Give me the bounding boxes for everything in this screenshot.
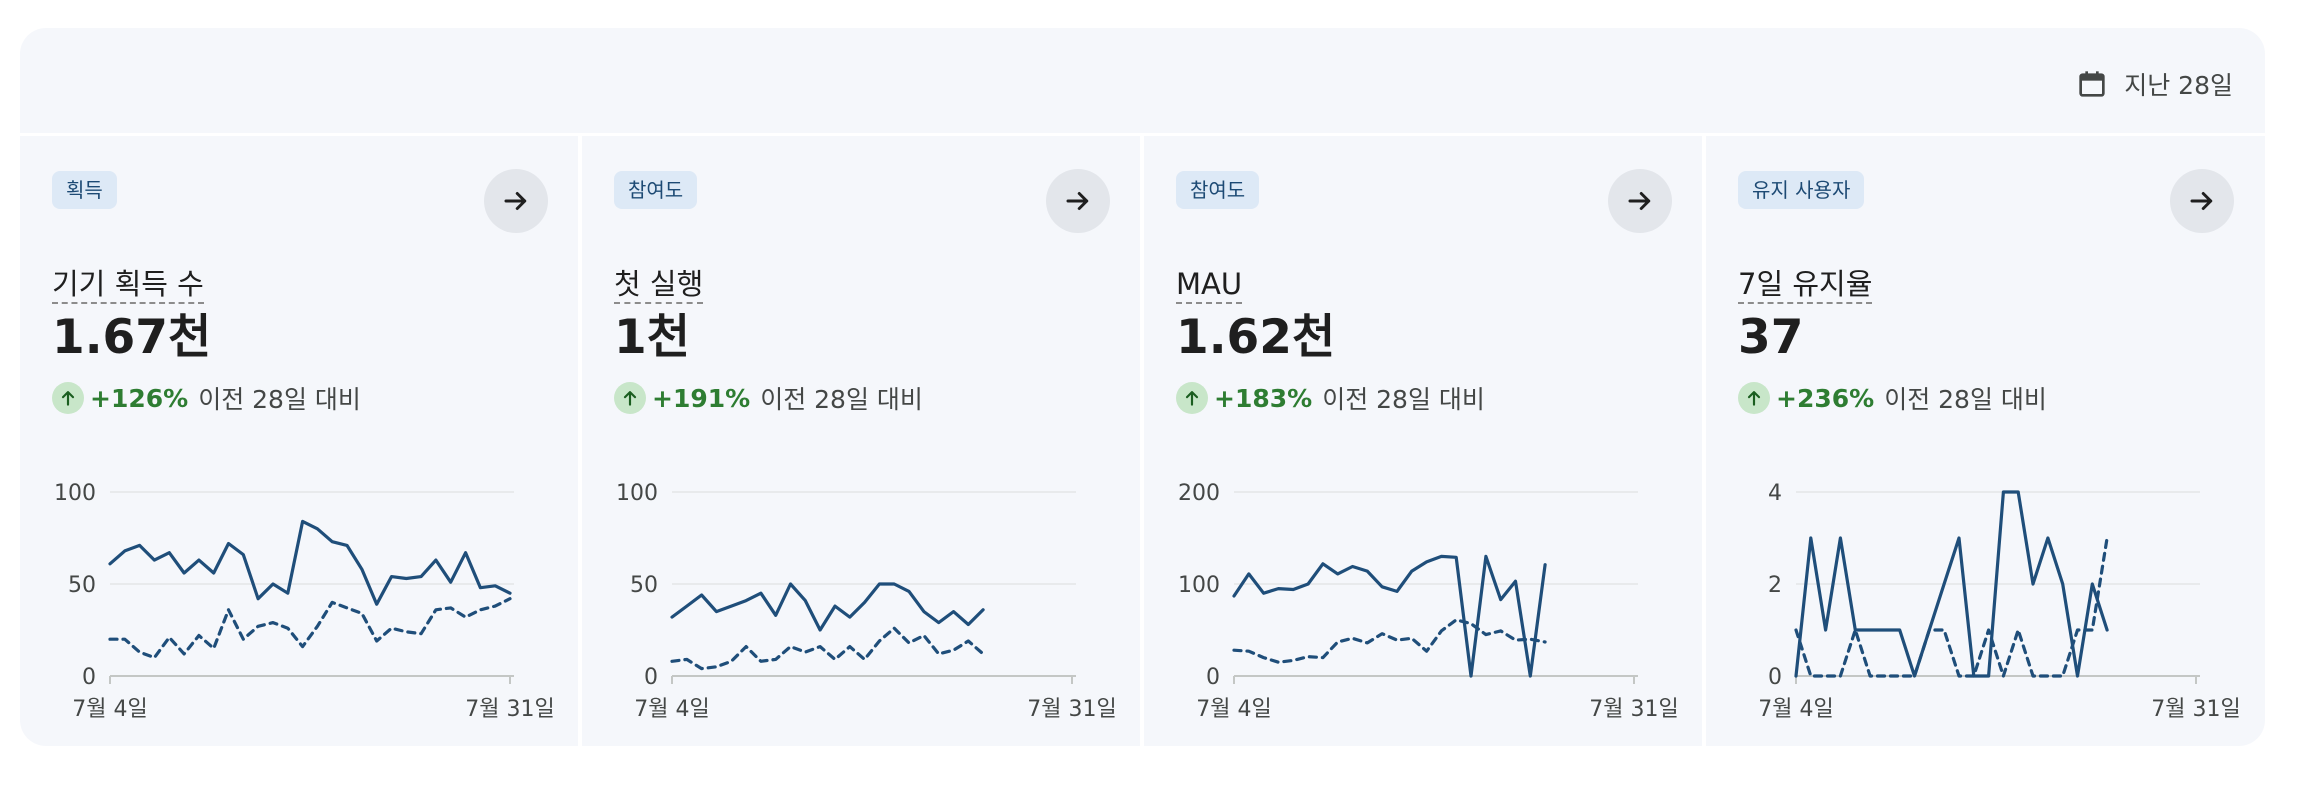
- x-tick-label: 7월 4일: [72, 697, 147, 722]
- y-tick-label: 0: [1206, 665, 1220, 690]
- y-tick-label: 50: [68, 573, 96, 598]
- trend-up-badge: [1738, 382, 1770, 414]
- date-range-selector[interactable]: 지난 28일: [2076, 64, 2233, 104]
- arrow-up-icon: [1185, 391, 1199, 406]
- y-tick-label: 4: [1768, 481, 1782, 506]
- trend-up-badge: [52, 382, 84, 414]
- metric-name[interactable]: 7일 유지율: [1738, 266, 1873, 304]
- y-tick-label: 2: [1768, 573, 1782, 598]
- trend-chart: 0 2 4 7월 4일 7월 31일: [1758, 481, 2240, 722]
- previous-period-line: [670, 626, 985, 671]
- change-indicator: +191% 이전 28일 대비: [614, 380, 923, 416]
- card-divider: [1702, 136, 1706, 746]
- metric-card-mau: 참여도 MAU 1.62천 +183% 이전 28일 대비 0 100 200 7월 …: [1144, 136, 1702, 746]
- arrow-up-icon: [61, 391, 75, 406]
- trend-chart: 0 100 200 7월 4일 7월 31일: [1178, 481, 1679, 722]
- arrow-up-icon: [1747, 391, 1761, 406]
- previous-period-line: [1794, 536, 2109, 678]
- current-period-line: [1232, 554, 1547, 678]
- metric-value: 37: [1738, 310, 1804, 365]
- arrow-right-icon: [1066, 192, 1089, 210]
- metric-value: 1.62천: [1176, 310, 1336, 365]
- category-badge: 획득: [52, 171, 117, 209]
- change-comparison-text: 이전 28일 대비: [1322, 385, 1485, 414]
- calendar-icon: [2079, 71, 2105, 97]
- open-report-button[interactable]: [1608, 169, 1672, 233]
- header-divider: [20, 133, 2265, 136]
- arrow-right-icon: [1628, 192, 1651, 210]
- card-divider: [578, 136, 582, 746]
- y-tick-label: 100: [54, 481, 96, 506]
- trend-chart: 0 50 100 7월 4일 7월 31일: [54, 481, 555, 722]
- arrow-up-icon: [623, 391, 637, 406]
- arrow-right-icon: [504, 192, 527, 210]
- metric-name[interactable]: 기기 획득 수: [52, 266, 204, 304]
- change-percent: +191%: [652, 383, 751, 413]
- y-tick-label: 200: [1178, 481, 1220, 506]
- change-indicator: +183% 이전 28일 대비: [1176, 380, 1485, 416]
- card-divider: [1140, 136, 1144, 746]
- metric-name[interactable]: 첫 실행: [614, 266, 704, 304]
- date-range-label: 지난 28일: [2124, 71, 2233, 100]
- previous-period-line: [1232, 618, 1547, 664]
- change-comparison-text: 이전 28일 대비: [198, 385, 361, 414]
- change-percent: +236%: [1776, 383, 1875, 413]
- open-report-button[interactable]: [2170, 169, 2234, 233]
- y-tick-label: 0: [644, 665, 658, 690]
- trend-chart: 0 50 100 7월 4일 7월 31일: [616, 481, 1117, 722]
- metric-card-device-acquisitions: 획득 기기 획득 수 1.67천 +126% 이전 28일 대비 0 50 100 7…: [20, 136, 578, 746]
- open-report-button[interactable]: [484, 169, 548, 233]
- arrow-right-icon: [2190, 192, 2213, 210]
- metric-name[interactable]: MAU: [1176, 266, 1243, 304]
- x-tick-label: 7월 31일: [465, 697, 554, 722]
- current-period-line: [1794, 490, 2109, 678]
- change-indicator: +236% 이전 28일 대비: [1738, 380, 2047, 416]
- y-tick-label: 0: [82, 665, 96, 690]
- previous-period-line: [108, 597, 512, 660]
- category-badge: 유지 사용자: [1738, 171, 1865, 209]
- trend-up-badge: [614, 382, 646, 414]
- metric-card-first-opens: 참여도 첫 실행 1천 +191% 이전 28일 대비 0 50 100 7월 4일 7…: [582, 136, 1140, 746]
- y-tick-label: 100: [616, 481, 658, 506]
- open-report-button[interactable]: [1046, 169, 1110, 233]
- category-badge: 참여도: [614, 171, 698, 209]
- change-percent: +183%: [1214, 383, 1313, 413]
- x-tick-label: 7월 31일: [2151, 697, 2240, 722]
- metric-value: 1천: [614, 310, 690, 365]
- y-tick-label: 100: [1178, 573, 1220, 598]
- change-comparison-text: 이전 28일 대비: [760, 385, 923, 414]
- panel-header: 지난 28일: [20, 28, 2265, 133]
- trend-up-badge: [1176, 382, 1208, 414]
- category-badge: 참여도: [1176, 171, 1260, 209]
- x-tick-label: 7월 4일: [1196, 697, 1271, 722]
- x-tick-label: 7월 31일: [1589, 697, 1678, 722]
- metric-value: 1.67천: [52, 310, 212, 365]
- x-tick-label: 7월 31일: [1027, 697, 1116, 722]
- change-percent: +126%: [90, 383, 189, 413]
- current-period-line: [108, 519, 512, 606]
- x-tick-label: 7월 4일: [1758, 697, 1833, 722]
- metric-cards: 획득 기기 획득 수 1.67천 +126% 이전 28일 대비 0 50 100 7…: [20, 136, 2265, 746]
- y-tick-label: 0: [1768, 665, 1782, 690]
- current-period-line: [670, 582, 985, 632]
- metrics-panel: 지난 28일 획득 기기 획득 수 1.67천 +126% 이전 28일 대비 …: [20, 28, 2265, 746]
- change-indicator: +126% 이전 28일 대비: [52, 380, 361, 416]
- y-tick-label: 50: [630, 573, 658, 598]
- x-tick-label: 7월 4일: [634, 697, 709, 722]
- change-comparison-text: 이전 28일 대비: [1884, 385, 2047, 414]
- metric-card-retention: 유지 사용자 7일 유지율 37 +236% 이전 28일 대비 0 2 4 7월 4…: [1706, 136, 2264, 746]
